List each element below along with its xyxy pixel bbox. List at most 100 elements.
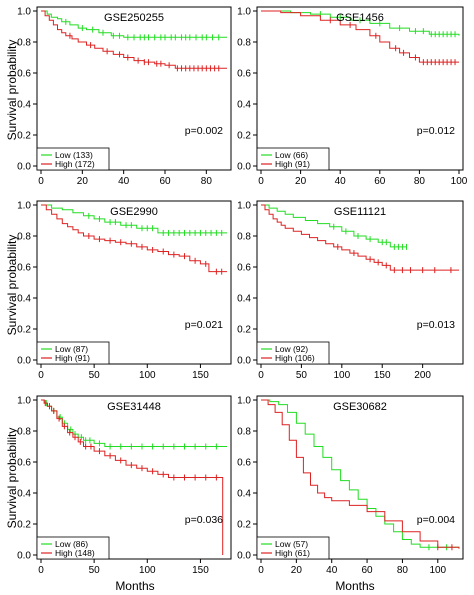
p-value-label: p=0.004 [417,514,455,526]
y-axis-title-row-2: Survival probability [5,235,19,336]
p-value-label: p=0.012 [417,125,455,137]
legend-box [36,536,110,560]
survival-curve-low [41,204,227,234]
legend-entry: Low (133) [55,150,93,160]
plot-frame [256,200,464,365]
y-tick-label: 0.0 [17,356,31,367]
legend-box [36,147,110,171]
x-tick-label: 50 [89,565,101,576]
x-tick-label: 100 [451,176,468,187]
legend-entry: Low (92) [275,344,308,354]
y-tick-label: 1.0 [17,396,31,407]
legend-entry: High (91) [275,159,310,169]
x-tick-label: 200 [414,370,431,381]
x-tick-label: 80 [397,565,409,576]
x-tick-label: 20 [77,176,89,187]
plot-frame [36,395,232,560]
km-panel-6: 0.0 0.2 0.4 0.6 0.8 1.0 0 20 40 60 80 100 GSE30682 p=… [237,395,464,576]
legend-entry: Low (86) [55,539,88,549]
x-tick-label: 100 [429,565,446,576]
plot-frame [256,6,464,171]
y-tick-label: 0.6 [237,69,251,80]
legend-entry: High (61) [275,548,310,558]
legend-entry: High (106) [275,353,315,363]
y-tick-label: 0.4 [237,294,251,305]
km-panel-4: 0.0 0.2 0.4 0.6 0.8 1.0 0 50 100 150 200 GSE11121 p=… [237,200,464,381]
legend-box [36,341,110,365]
plot-frame [36,200,232,365]
legend-entry: Low (66) [275,150,308,160]
y-tick-label: 0.4 [17,294,31,305]
legend-box [256,147,330,171]
legend-box [256,341,330,365]
survival-curve-high [261,10,459,63]
x-tick-label: 60 [362,565,374,576]
y-tick-label: 0.8 [17,232,31,243]
y-tick-label: 0.2 [237,520,251,531]
y-tick-label: 1.0 [237,201,251,212]
x-tick-label: 40 [326,565,338,576]
plot-frame [36,6,232,171]
x-tick-label: 40 [335,176,347,187]
x-tick-label: 0 [38,565,44,576]
x-tick-label: 0 [258,370,264,381]
x-tick-label: 0 [258,176,264,187]
y-tick-label: 0.8 [17,38,31,49]
panel-title: GSE1456 [336,12,384,24]
survival-curve-low [261,399,459,548]
y-tick-label: 0.2 [237,131,251,142]
y-tick-label: 0.4 [17,100,31,111]
x-tick-label: 150 [374,370,391,381]
x-tick-label: 0 [38,176,44,187]
y-tick-label: 0.4 [237,100,251,111]
y-tick-label: 0.2 [17,325,31,336]
y-tick-label: 0.0 [17,551,31,562]
y-tick-label: 0.6 [237,458,251,469]
km-panel-3: 0.0 0.2 0.4 0.6 0.8 1.0 0 50 100 150 GSE2990 p=0.02… [17,200,232,381]
y-tick-label: 0.8 [237,232,251,243]
y-axis-title-row-1: Survival probability [5,40,19,141]
x-tick-label: 0 [38,370,44,381]
y-tick-label: 0.6 [237,263,251,274]
y-tick-label: 0.6 [17,69,31,80]
x-tick-label: 100 [139,565,156,576]
legend-entry: High (148) [55,548,95,558]
y-tick-label: 0.0 [237,162,251,173]
x-tick-label: 20 [291,565,303,576]
y-tick-label: 0.6 [17,263,31,274]
x-tick-label: 60 [159,176,171,187]
panel-title: GSE31448 [107,401,161,413]
y-tick-label: 0.0 [237,356,251,367]
x-tick-label: 0 [258,565,264,576]
y-axis-title-row-3: Survival probability [5,428,19,529]
y-tick-label: 0.8 [237,427,251,438]
x-tick-label: 150 [192,565,209,576]
x-tick-label: 60 [374,176,386,187]
km-panel-2: 0.0 0.2 0.4 0.6 0.8 1.0 0 20 40 60 80 100 GSE1456 p=0… [237,6,468,187]
survival-curve-low [261,10,460,36]
p-value-label: p=0.013 [417,319,455,331]
x-tick-label: 100 [333,370,350,381]
x-tick-label: 150 [192,370,209,381]
panel-title: GSE2990 [110,206,158,218]
x-tick-label: 20 [295,176,307,187]
panel-title: GSE30682 [333,401,387,413]
plot-frame [256,395,464,560]
km-panel-5: 0.0 0.2 0.4 0.6 0.8 1.0 0 50 100 150 GSE31448 p=0.0… [17,395,232,576]
y-tick-label: 1.0 [237,7,251,18]
x-tick-label: 100 [139,370,156,381]
y-tick-label: 0.6 [17,458,31,469]
x-tick-label: 40 [118,176,130,187]
p-value-label: p=0.036 [185,514,223,526]
y-tick-label: 1.0 [17,7,31,18]
legend-entry: Low (87) [55,344,88,354]
survival-curve-low [41,10,227,38]
legend-entry: High (91) [55,353,90,363]
p-value-label: p=0.021 [185,319,223,331]
y-tick-label: 0.0 [237,551,251,562]
y-tick-label: 0.2 [17,131,31,142]
y-tick-label: 0.8 [237,38,251,49]
survival-curve-low [261,204,407,248]
y-tick-label: 0.8 [17,427,31,438]
